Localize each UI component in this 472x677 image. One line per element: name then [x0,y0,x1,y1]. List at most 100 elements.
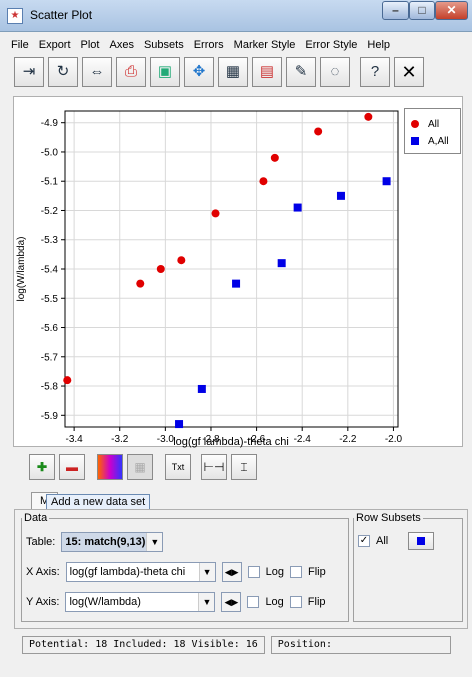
data-point-circle[interactable] [63,376,72,385]
x-tick-label: -3.4 [66,434,84,445]
y-tick-label: -5.6 [41,323,59,334]
data-point-circle[interactable] [136,279,145,288]
menu-error-style[interactable]: Error Style [305,39,358,51]
y-tick-label: -5.4 [41,265,59,276]
data-point-circle[interactable] [177,256,186,265]
y-axis-spinner[interactable]: ◀▶ [221,592,242,612]
y-tick-label: -5.3 [41,235,59,246]
pan-icon[interactable]: ✥ [184,57,214,87]
data-point-circle[interactable] [364,112,373,121]
subset-row: ✓ All [358,532,435,550]
y-flip-checkbox[interactable] [289,596,302,608]
color-map-icon[interactable] [97,454,123,480]
x-tick-label: -2.8 [202,434,220,445]
x-flip-label: Flip [307,566,326,578]
menu-bar: File Export Plot Axes Subsets Errors Mar… [6,36,395,54]
y-tick-label: -5.7 [41,352,59,363]
y-tick-label: -5.2 [41,206,59,217]
pdf-export-icon[interactable]: ⎙ [116,57,146,87]
add-dataset-icon[interactable]: ✚ [29,454,55,480]
data-point-circle[interactable] [270,153,279,162]
rescale-icon[interactable]: ⇔ [82,57,112,87]
subset-all-label: All [376,535,389,547]
scatter-chart[interactable]: -3.4 -3.2 -3.0 -2.8 -2.6 -2.4 -2.2 -2.0 -4.9 -5.… [14,97,464,448]
y-log-label: Log [265,596,284,608]
x-flip-checkbox[interactable] [289,566,302,578]
data-point-circle[interactable] [156,265,165,273]
legend-entry-all: All [411,118,439,130]
x-axis-label: log(gf lambda)-theta chi [173,436,289,448]
y-axis-select[interactable]: log(W/lambda) ▼ [65,592,216,612]
circle-marker-icon [411,120,419,128]
status-bar: Potential: 18 Included: 18 Visible: 16 P… [22,636,451,654]
legend-label: A,All [428,135,449,147]
x-tick-label: -3.0 [157,434,175,445]
chevron-down-icon: ▼ [146,533,163,551]
text-label-icon[interactable]: Txt [165,454,191,480]
row-subsets-legend: Row Subsets [356,512,421,524]
vertical-error-icon[interactable]: ⌶ [231,454,257,480]
y-axis-field-label: Y Axis: [26,596,60,608]
subset-style-button[interactable] [408,532,435,550]
maximize-button[interactable]: □ [409,1,435,20]
data-point-circle[interactable] [314,127,323,136]
data-point-square[interactable] [382,177,391,186]
control-panel: Data Table: 15: match(9,13) ▼ X Axis: lo… [14,509,468,629]
table-select[interactable]: 15: match(9,13) ▼ [61,532,164,552]
menu-subsets[interactable]: Subsets [143,39,184,51]
legend-icon[interactable]: ▤ [252,57,282,87]
subset-all-checkbox[interactable]: ✓ [358,535,370,547]
menu-marker-style[interactable]: Marker Style [233,39,296,51]
x-axis-value: log(gf lambda)-theta chi [69,566,186,578]
data-point-square[interactable] [232,279,241,288]
x-tick-label: -2.4 [294,434,312,445]
data-legend: Data [24,512,48,524]
subset-blob-icon[interactable]: ◌ [320,57,350,87]
replot-icon[interactable]: ↻ [48,57,78,87]
menu-plot[interactable]: Plot [80,39,100,51]
status-position: Position: [270,636,451,654]
status-counts: Potential: 18 Included: 18 Visible: 16 [22,636,265,654]
x-tick-label: -2.0 [385,434,403,445]
x-axis-select[interactable]: log(gf lambda)-theta chi ▼ [65,562,216,582]
help-icon[interactable]: ? [360,57,390,87]
x-log-label: Log [265,566,284,578]
chevron-down-icon: ▼ [198,593,215,611]
data-point-circle[interactable] [211,209,220,218]
horizontal-error-icon[interactable]: ⊢⊣ [201,454,227,480]
data-point-circle[interactable] [259,177,268,186]
chart-legend: All A,All [404,108,461,154]
data-point-square[interactable] [336,191,345,200]
main-toolbar: ⇥ ↻ ⇔ ⎙ ▣ ✥ ▦ ▤ ✎ ◌ ? ✕ [14,57,424,91]
table-row: Table: 15: match(9,13) ▼ [26,532,164,552]
x-log-checkbox[interactable] [247,566,260,578]
plot-area[interactable]: -3.4 -3.2 -3.0 -2.8 -2.6 -2.4 -2.2 -2.0 -4.9 -5.… [13,96,464,448]
x-tick-label: -2.6 [248,434,266,445]
grid-icon[interactable]: ▦ [218,57,248,87]
y-flip-label: Flip [307,596,326,608]
subset-draw-icon[interactable]: ✎ [286,57,316,87]
data-point-square[interactable] [293,203,302,212]
menu-export[interactable]: Export [38,39,71,51]
y-tick-label: -4.9 [41,118,59,129]
y-axis-value: log(W/lambda) [69,596,141,608]
minimize-button[interactable]: – [382,1,409,20]
menu-axes[interactable]: Axes [109,39,134,51]
new-window-icon[interactable]: ⇥ [14,57,44,87]
menu-file[interactable]: File [11,39,29,51]
image-export-icon[interactable]: ▣ [150,57,180,87]
menu-errors[interactable]: Errors [193,39,224,51]
remove-dataset-icon[interactable]: ▬ [59,454,85,480]
x-axis-spinner[interactable]: ◀▶ [221,562,242,582]
data-point-square[interactable] [197,384,206,393]
table-label: Table: [26,536,56,548]
close-icon[interactable]: ✕ [394,57,424,87]
x-axis-row: X Axis: log(gf lambda)-theta chi ▼ ◀▶ Lo… [26,562,326,582]
legend-entry-a-all: A,All [411,135,449,147]
square-marker-icon [417,537,426,545]
menu-help[interactable]: Help [367,39,391,51]
data-point-square[interactable] [175,420,184,429]
close-window-button[interactable]: ✕ [435,1,468,20]
y-log-checkbox[interactable] [247,596,260,608]
data-point-square[interactable] [277,259,286,268]
